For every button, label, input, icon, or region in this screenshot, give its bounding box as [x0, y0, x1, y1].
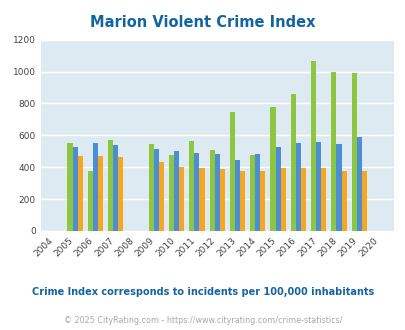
Text: Crime Index corresponds to incidents per 100,000 inhabitants: Crime Index corresponds to incidents per… [32, 287, 373, 297]
Bar [179, 167, 184, 231]
Bar [234, 159, 239, 231]
Bar [229, 112, 234, 231]
Bar [189, 141, 194, 231]
Bar [290, 94, 295, 231]
Bar [118, 157, 123, 231]
Bar [320, 168, 326, 231]
Bar [280, 168, 285, 231]
Bar [209, 150, 214, 231]
Bar [249, 155, 255, 231]
Bar [310, 61, 315, 231]
Bar [153, 149, 158, 231]
Bar [239, 171, 245, 231]
Bar [341, 171, 346, 231]
Bar [98, 156, 103, 231]
Bar [351, 73, 356, 231]
Bar [194, 153, 199, 231]
Bar [295, 143, 300, 231]
Bar [219, 169, 224, 231]
Bar [72, 147, 77, 231]
Bar [330, 72, 336, 231]
Bar [275, 147, 280, 231]
Bar [336, 144, 341, 231]
Bar [113, 145, 118, 231]
Bar [158, 162, 164, 231]
Bar [199, 168, 204, 231]
Bar [108, 140, 113, 231]
Bar [148, 144, 153, 231]
Bar [260, 171, 265, 231]
Bar [214, 154, 219, 231]
Bar [255, 154, 260, 231]
Bar [87, 171, 93, 231]
Bar [174, 151, 179, 231]
Bar [300, 168, 305, 231]
Bar [168, 155, 174, 231]
Bar [67, 143, 72, 231]
Bar [361, 171, 366, 231]
Text: © 2025 CityRating.com - https://www.cityrating.com/crime-statistics/: © 2025 CityRating.com - https://www.city… [64, 316, 341, 325]
Bar [270, 107, 275, 231]
Bar [77, 156, 83, 231]
Text: Marion Violent Crime Index: Marion Violent Crime Index [90, 15, 315, 30]
Bar [93, 143, 98, 231]
Bar [315, 143, 320, 231]
Bar [356, 137, 361, 231]
